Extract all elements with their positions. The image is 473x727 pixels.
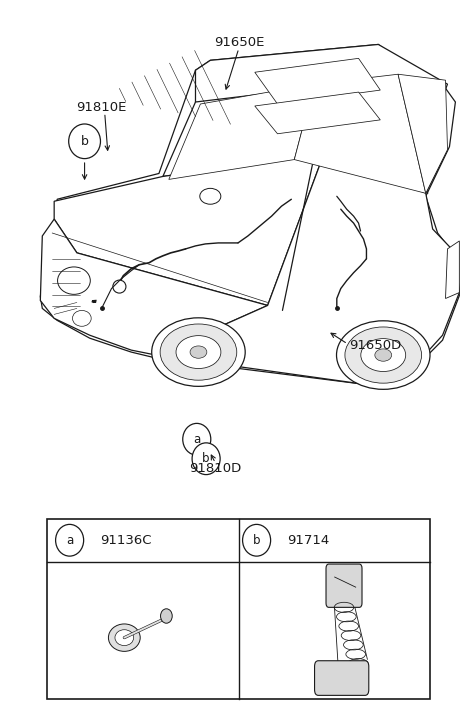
Polygon shape — [163, 80, 378, 177]
Ellipse shape — [243, 524, 271, 556]
FancyBboxPatch shape — [326, 564, 362, 607]
Ellipse shape — [192, 443, 220, 475]
Polygon shape — [54, 153, 324, 305]
Text: 91650E: 91650E — [214, 36, 264, 49]
Polygon shape — [446, 241, 459, 299]
Polygon shape — [40, 44, 459, 385]
Text: a: a — [66, 534, 73, 547]
Ellipse shape — [190, 346, 207, 358]
Ellipse shape — [113, 280, 126, 293]
Ellipse shape — [108, 624, 140, 651]
Polygon shape — [255, 92, 380, 134]
Polygon shape — [398, 74, 447, 193]
Text: b: b — [202, 452, 210, 465]
Polygon shape — [195, 44, 447, 126]
Polygon shape — [255, 58, 380, 104]
Ellipse shape — [361, 339, 406, 371]
Ellipse shape — [69, 124, 100, 158]
Ellipse shape — [336, 321, 430, 390]
Text: 91714: 91714 — [287, 534, 329, 547]
Text: 91810E: 91810E — [76, 101, 126, 114]
Text: a: a — [193, 433, 201, 446]
Ellipse shape — [200, 188, 221, 204]
FancyBboxPatch shape — [315, 661, 369, 695]
Ellipse shape — [183, 423, 211, 455]
Polygon shape — [40, 219, 268, 355]
Ellipse shape — [115, 630, 134, 646]
Ellipse shape — [56, 524, 84, 556]
Text: 91810D: 91810D — [189, 462, 242, 475]
Ellipse shape — [345, 327, 421, 383]
Text: 91650D: 91650D — [349, 339, 401, 352]
Polygon shape — [294, 74, 426, 193]
Ellipse shape — [160, 608, 172, 623]
Bar — [47, 518, 430, 699]
Text: 91136C: 91136C — [100, 534, 151, 547]
Text: b: b — [80, 134, 88, 148]
Ellipse shape — [176, 336, 221, 369]
Polygon shape — [169, 84, 314, 180]
Text: b: b — [253, 534, 260, 547]
Ellipse shape — [152, 318, 245, 386]
Ellipse shape — [375, 349, 392, 361]
Polygon shape — [156, 80, 459, 385]
Ellipse shape — [160, 324, 237, 380]
